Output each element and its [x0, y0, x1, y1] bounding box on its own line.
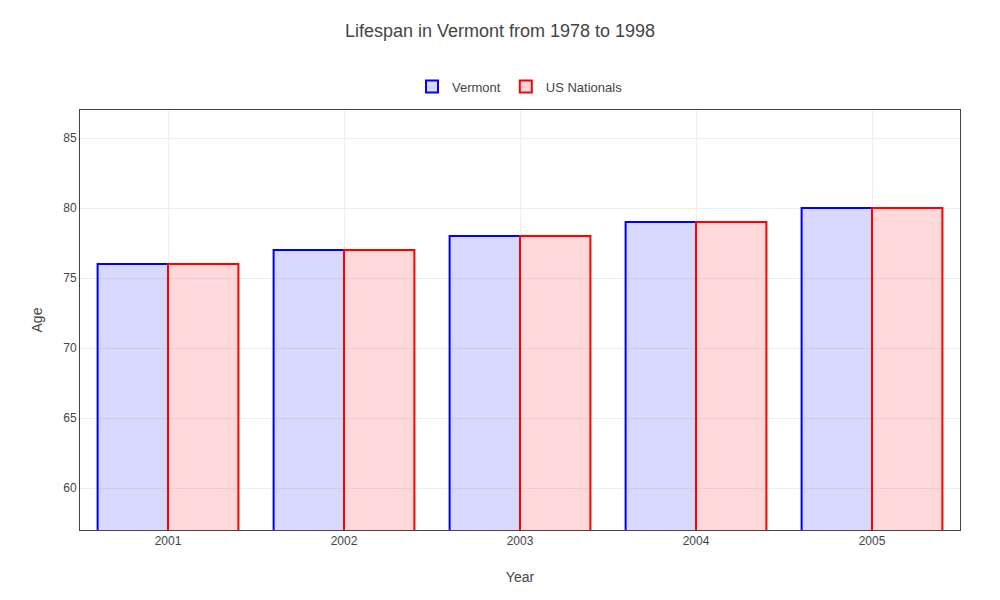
- svg-text:Vermont: Vermont: [452, 80, 501, 95]
- svg-text:2003: 2003: [507, 534, 534, 548]
- svg-text:2004: 2004: [683, 534, 710, 548]
- svg-text:80: 80: [63, 201, 77, 215]
- svg-text:Age: Age: [29, 307, 45, 332]
- svg-text:60: 60: [63, 481, 77, 495]
- svg-text:70: 70: [63, 341, 77, 355]
- svg-text:2001: 2001: [155, 534, 182, 548]
- svg-text:85: 85: [63, 131, 77, 145]
- svg-text:75: 75: [63, 271, 77, 285]
- svg-text:US Nationals: US Nationals: [546, 80, 622, 95]
- svg-text:65: 65: [63, 411, 77, 425]
- svg-text:2005: 2005: [859, 534, 886, 548]
- svg-text:2002: 2002: [331, 534, 358, 548]
- svg-text:Lifespan in Vermont from 1978: Lifespan in Vermont from 1978 to 1998: [345, 21, 655, 41]
- svg-text:Year: Year: [506, 569, 535, 585]
